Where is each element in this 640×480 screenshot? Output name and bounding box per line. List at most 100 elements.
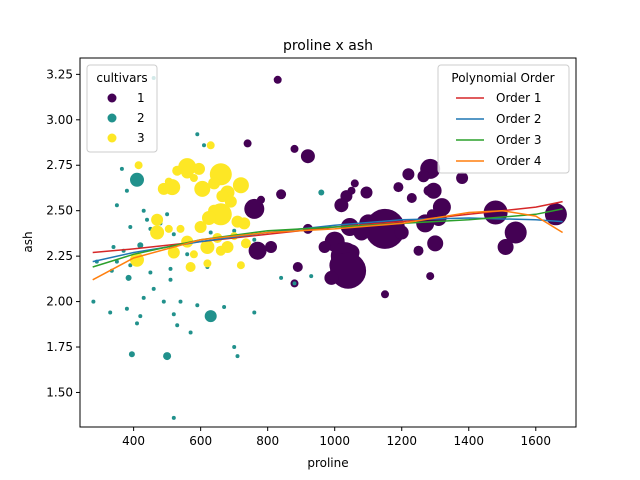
legend-label: 3 — [137, 131, 145, 145]
scatter-point-cultivar-2 — [114, 203, 119, 208]
scatter-point-cultivar-2 — [148, 270, 153, 275]
scatter-point-cultivar-2 — [292, 281, 297, 286]
scatter-point-cultivar-2 — [232, 228, 237, 233]
scatter-point-cultivar-2 — [128, 263, 133, 268]
scatter-point-cultivar-1 — [497, 239, 514, 255]
scatter-point-cultivar-2 — [208, 230, 213, 235]
scatter-point-cultivar-2 — [128, 351, 135, 358]
scatter-point-cultivar-3 — [185, 262, 196, 272]
scatter-point-cultivar-2 — [128, 225, 133, 229]
scatter-point-cultivar-2 — [252, 310, 257, 315]
scatter-point-cultivar-1 — [290, 144, 299, 153]
scatter-point-cultivar-3 — [224, 195, 237, 208]
legend-box — [86, 64, 158, 153]
x-tick-label: 400 — [122, 434, 145, 448]
scatter-point-cultivar-1 — [406, 193, 417, 203]
scatter-point-cultivar-1 — [365, 208, 405, 249]
y-tick-label: 1.50 — [46, 385, 73, 399]
scatter-point-cultivar-2 — [185, 252, 190, 257]
scatter-point-cultivar-3 — [236, 261, 245, 270]
scatter-point-cultivar-2 — [124, 188, 129, 193]
scatter-point-cultivar-3 — [181, 166, 194, 179]
plot-area — [91, 75, 567, 420]
scatter-point-cultivar-3 — [172, 165, 183, 176]
x-axis-label: proline — [307, 456, 348, 470]
scatter-point-cultivar-3 — [208, 177, 221, 190]
scatter-point-cultivar-2 — [108, 310, 113, 315]
scatter-point-cultivar-2 — [195, 303, 200, 308]
scatter-point-cultivar-1 — [381, 290, 389, 299]
scatter-point-cultivar-2 — [309, 274, 314, 279]
scatter-point-cultivar-1 — [292, 262, 303, 272]
scatter-point-cultivar-1 — [544, 203, 567, 226]
scatter-point-cultivar-1 — [425, 182, 442, 199]
legend-title: Polynomial Order — [451, 71, 554, 85]
scatter-point-cultivar-1 — [243, 139, 252, 148]
scatter-point-cultivar-3 — [238, 217, 251, 230]
scatter-point-cultivar-3 — [240, 238, 251, 249]
scatter-point-cultivar-3 — [193, 162, 205, 175]
scatter-point-cultivar-2 — [168, 266, 173, 271]
scatter-point-cultivar-2 — [171, 312, 176, 317]
legend-marker — [107, 93, 117, 103]
fit-line-order-4 — [92, 209, 563, 281]
scatter-point-cultivar-3 — [232, 177, 249, 194]
scatter-point-cultivar-3 — [176, 224, 185, 233]
scatter-point-cultivar-3 — [215, 245, 226, 256]
x-axis: 400 600 800 1000 1200 1400 1600 — [122, 427, 551, 448]
scatter-point-cultivar-1 — [265, 241, 277, 253]
legend-label: Order 1 — [496, 91, 542, 105]
scatter-point-cultivar-1 — [318, 241, 331, 253]
legend-marker — [107, 133, 117, 143]
scatter-point-cultivar-1 — [393, 182, 404, 193]
x-tick-label: 1200 — [386, 434, 417, 448]
scatter-point-cultivar-2 — [318, 189, 325, 196]
scatter-point-cultivar-2 — [222, 305, 227, 309]
scatter-point-cultivar-2 — [161, 299, 166, 304]
legend-box — [437, 64, 570, 174]
y-tick-label: 1.75 — [46, 340, 73, 354]
legend-cultivars: cultivars 1 2 3 — [86, 64, 158, 153]
y-tick-label: 2.75 — [46, 158, 73, 172]
legend-marker — [107, 113, 117, 123]
scatter-point-cultivar-3 — [157, 182, 170, 195]
scatter-point-cultivar-1 — [427, 235, 444, 252]
legend-title: cultivars — [96, 71, 147, 85]
scatter-point-cultivar-2 — [204, 310, 217, 323]
scatter-point-cultivar-1 — [300, 149, 315, 164]
scatter-point-cultivar-2 — [195, 132, 200, 137]
scatter-point-cultivar-3 — [202, 211, 216, 225]
scatter-point-cultivar-2 — [138, 314, 143, 319]
x-tick-label: 1000 — [319, 434, 350, 448]
y-tick-label: 3.25 — [46, 67, 73, 81]
scatter-point-cultivar-1 — [417, 170, 430, 183]
scatter-point-cultivar-1 — [244, 198, 265, 219]
y-tick-label: 2.50 — [46, 204, 73, 218]
scatter-point-cultivar-2 — [137, 242, 144, 249]
scatter-point-cultivar-3 — [164, 224, 173, 233]
scatter-point-cultivar-2 — [111, 245, 116, 249]
scatter-point-cultivar-2 — [151, 286, 156, 291]
scatter-point-cultivar-3 — [189, 250, 198, 259]
scatter-point-cultivar-2 — [168, 277, 173, 282]
scatter-point-cultivar-2 — [232, 345, 237, 349]
scatter-point-cultivar-2 — [119, 166, 124, 171]
y-axis-label: ash — [21, 231, 35, 252]
scatter-point-cultivar-2 — [91, 299, 96, 304]
scatter-point-cultivar-3 — [151, 213, 164, 226]
scatter-point-cultivar-2 — [171, 415, 176, 420]
scatter-point-cultivar-1 — [456, 172, 469, 184]
legend-label: 2 — [137, 111, 145, 125]
scatter-point-cultivar-2 — [165, 212, 170, 217]
scatter-point-cultivar-2 — [279, 275, 284, 280]
scatter-point-cultivar-2 — [135, 321, 139, 326]
legend-polynomial-order: Polynomial Order Order 1 Order 2 Order 3 Ord… — [437, 64, 570, 174]
scatter-point-cultivar-1 — [360, 186, 373, 199]
scatter-point-cultivar-2 — [188, 330, 193, 335]
y-tick-label: 2.00 — [46, 295, 73, 309]
scatter-point-cultivar-3 — [189, 174, 198, 182]
scatter-point-cultivar-1 — [330, 252, 367, 289]
y-axis: 1.50 1.75 2.00 2.25 2.50 2.75 3.00 3.25 — [46, 67, 80, 399]
scatter-point-cultivar-2 — [235, 354, 240, 359]
